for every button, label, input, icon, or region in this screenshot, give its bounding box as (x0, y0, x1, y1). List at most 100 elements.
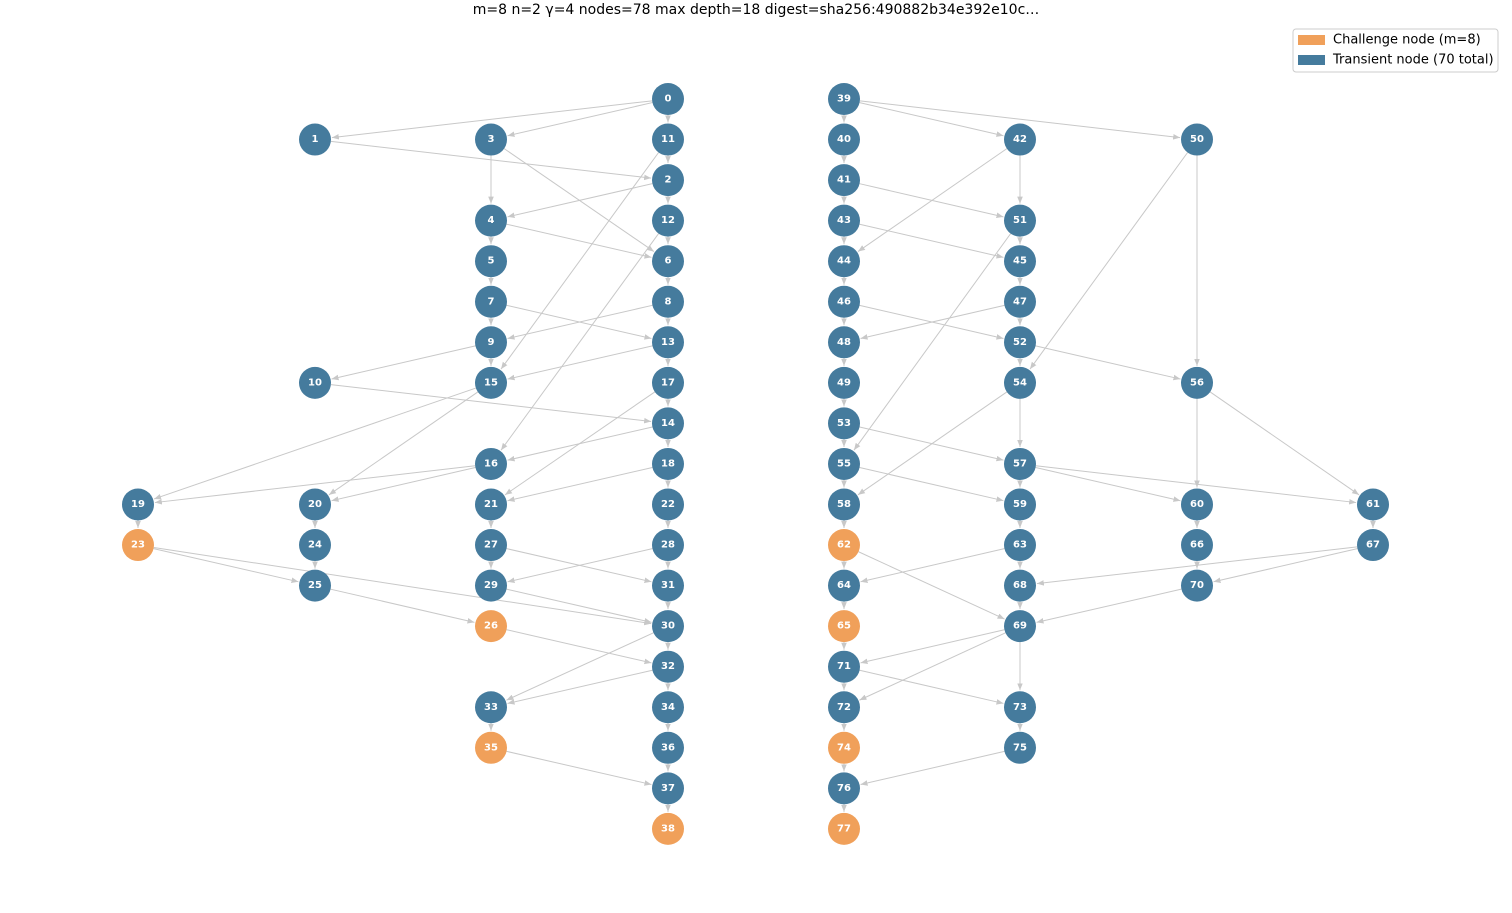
node-label: 9 (488, 337, 495, 348)
edge (330, 384, 652, 424)
node-label: 35 (484, 742, 498, 753)
node-label: 20 (308, 499, 322, 510)
node (1181, 488, 1213, 521)
edge (506, 629, 652, 665)
node-label: 65 (837, 621, 851, 632)
edge (331, 467, 476, 502)
edge (1036, 546, 1358, 586)
edge (859, 100, 1181, 140)
edge (853, 233, 1012, 451)
edge (506, 750, 652, 786)
node-label: 4 (488, 215, 495, 226)
node (652, 285, 684, 318)
edges (135, 100, 1376, 812)
edge (859, 304, 1004, 340)
node (299, 366, 331, 399)
node-label: 73 (1013, 702, 1027, 713)
node-label: 43 (837, 215, 851, 226)
legend-label: Transient node (70 total) (1332, 53, 1494, 68)
node-label: 50 (1190, 134, 1204, 145)
node (652, 164, 684, 197)
node-label: 46 (837, 296, 851, 307)
node-label: 34 (661, 702, 675, 713)
node (828, 731, 860, 764)
node-label: 55 (837, 458, 851, 469)
node-label: 38 (661, 823, 675, 834)
node (1181, 529, 1213, 562)
node (828, 164, 860, 197)
node-label: 74 (837, 742, 851, 753)
node-label: 52 (1013, 337, 1027, 348)
node-label: 33 (484, 702, 498, 713)
edge (507, 183, 653, 219)
node-label: 41 (837, 175, 851, 186)
node (652, 488, 684, 521)
node-label: 7 (488, 296, 495, 307)
node-label: 59 (1013, 499, 1027, 510)
node (652, 731, 684, 764)
node (475, 569, 507, 602)
edge (506, 632, 654, 701)
node (1004, 447, 1036, 480)
node-label: 3 (488, 134, 495, 145)
edge (1035, 467, 1181, 502)
node-label: 64 (837, 580, 851, 591)
edge (1036, 588, 1182, 624)
node-label: 26 (484, 621, 498, 632)
node (122, 529, 154, 562)
node (1004, 285, 1036, 318)
node (652, 650, 684, 683)
node (1181, 123, 1213, 156)
node-label: 48 (837, 337, 851, 348)
edge (500, 233, 659, 451)
node-label: 69 (1013, 621, 1027, 632)
node (1004, 529, 1036, 562)
edge (153, 546, 652, 626)
node (1357, 488, 1389, 521)
node (828, 285, 860, 318)
node (828, 83, 860, 115)
edge (507, 304, 653, 340)
node (475, 204, 507, 237)
edge (153, 387, 477, 500)
node (652, 245, 684, 278)
node-label: 8 (665, 296, 672, 307)
edge (154, 465, 476, 505)
node-label: 71 (837, 661, 851, 672)
edge (859, 632, 1006, 701)
node-label: 13 (661, 337, 675, 348)
edge (504, 391, 656, 496)
node-label: 66 (1190, 540, 1204, 551)
node (652, 326, 684, 359)
node-label: 19 (131, 499, 145, 510)
edge (507, 102, 653, 137)
node-label: 28 (661, 540, 675, 551)
node (828, 204, 860, 237)
node (1004, 123, 1036, 156)
node (475, 123, 507, 156)
node-label: 5 (488, 256, 495, 267)
node-label: 32 (661, 661, 675, 672)
node-label: 31 (661, 580, 675, 591)
node (475, 610, 507, 643)
node (475, 366, 507, 399)
node (299, 488, 331, 521)
node (652, 610, 684, 643)
node (652, 772, 684, 805)
node-label: 11 (661, 134, 675, 145)
node (652, 123, 684, 156)
edge (331, 345, 476, 381)
node-label: 29 (484, 580, 498, 591)
node (828, 123, 860, 156)
node (828, 610, 860, 643)
node (828, 812, 860, 845)
node (475, 488, 507, 521)
node (1004, 366, 1036, 399)
node-label: 30 (661, 621, 675, 632)
node (652, 204, 684, 237)
node-label: 15 (484, 377, 498, 388)
title: m=8 n=2 γ=4 nodes=78 max depth=18 digest… (473, 2, 1040, 18)
node (1004, 610, 1036, 643)
node-label: 25 (308, 580, 322, 591)
